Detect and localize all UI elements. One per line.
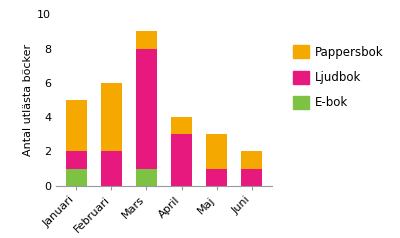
- Bar: [241, 169, 262, 186]
- Bar: [66, 169, 87, 186]
- Bar: [66, 100, 87, 151]
- Bar: [136, 31, 157, 49]
- Bar: [206, 134, 227, 169]
- Y-axis label: Antal utlästa böcker: Antal utlästa böcker: [23, 44, 33, 156]
- Bar: [136, 49, 157, 169]
- Bar: [171, 117, 192, 134]
- Bar: [101, 151, 122, 186]
- Legend: Pappersbok, Ljudbok, E-bok: Pappersbok, Ljudbok, E-bok: [289, 41, 388, 114]
- Bar: [241, 151, 262, 169]
- Bar: [171, 134, 192, 186]
- Bar: [66, 151, 87, 169]
- Bar: [136, 169, 157, 186]
- Bar: [101, 83, 122, 151]
- Bar: [206, 169, 227, 186]
